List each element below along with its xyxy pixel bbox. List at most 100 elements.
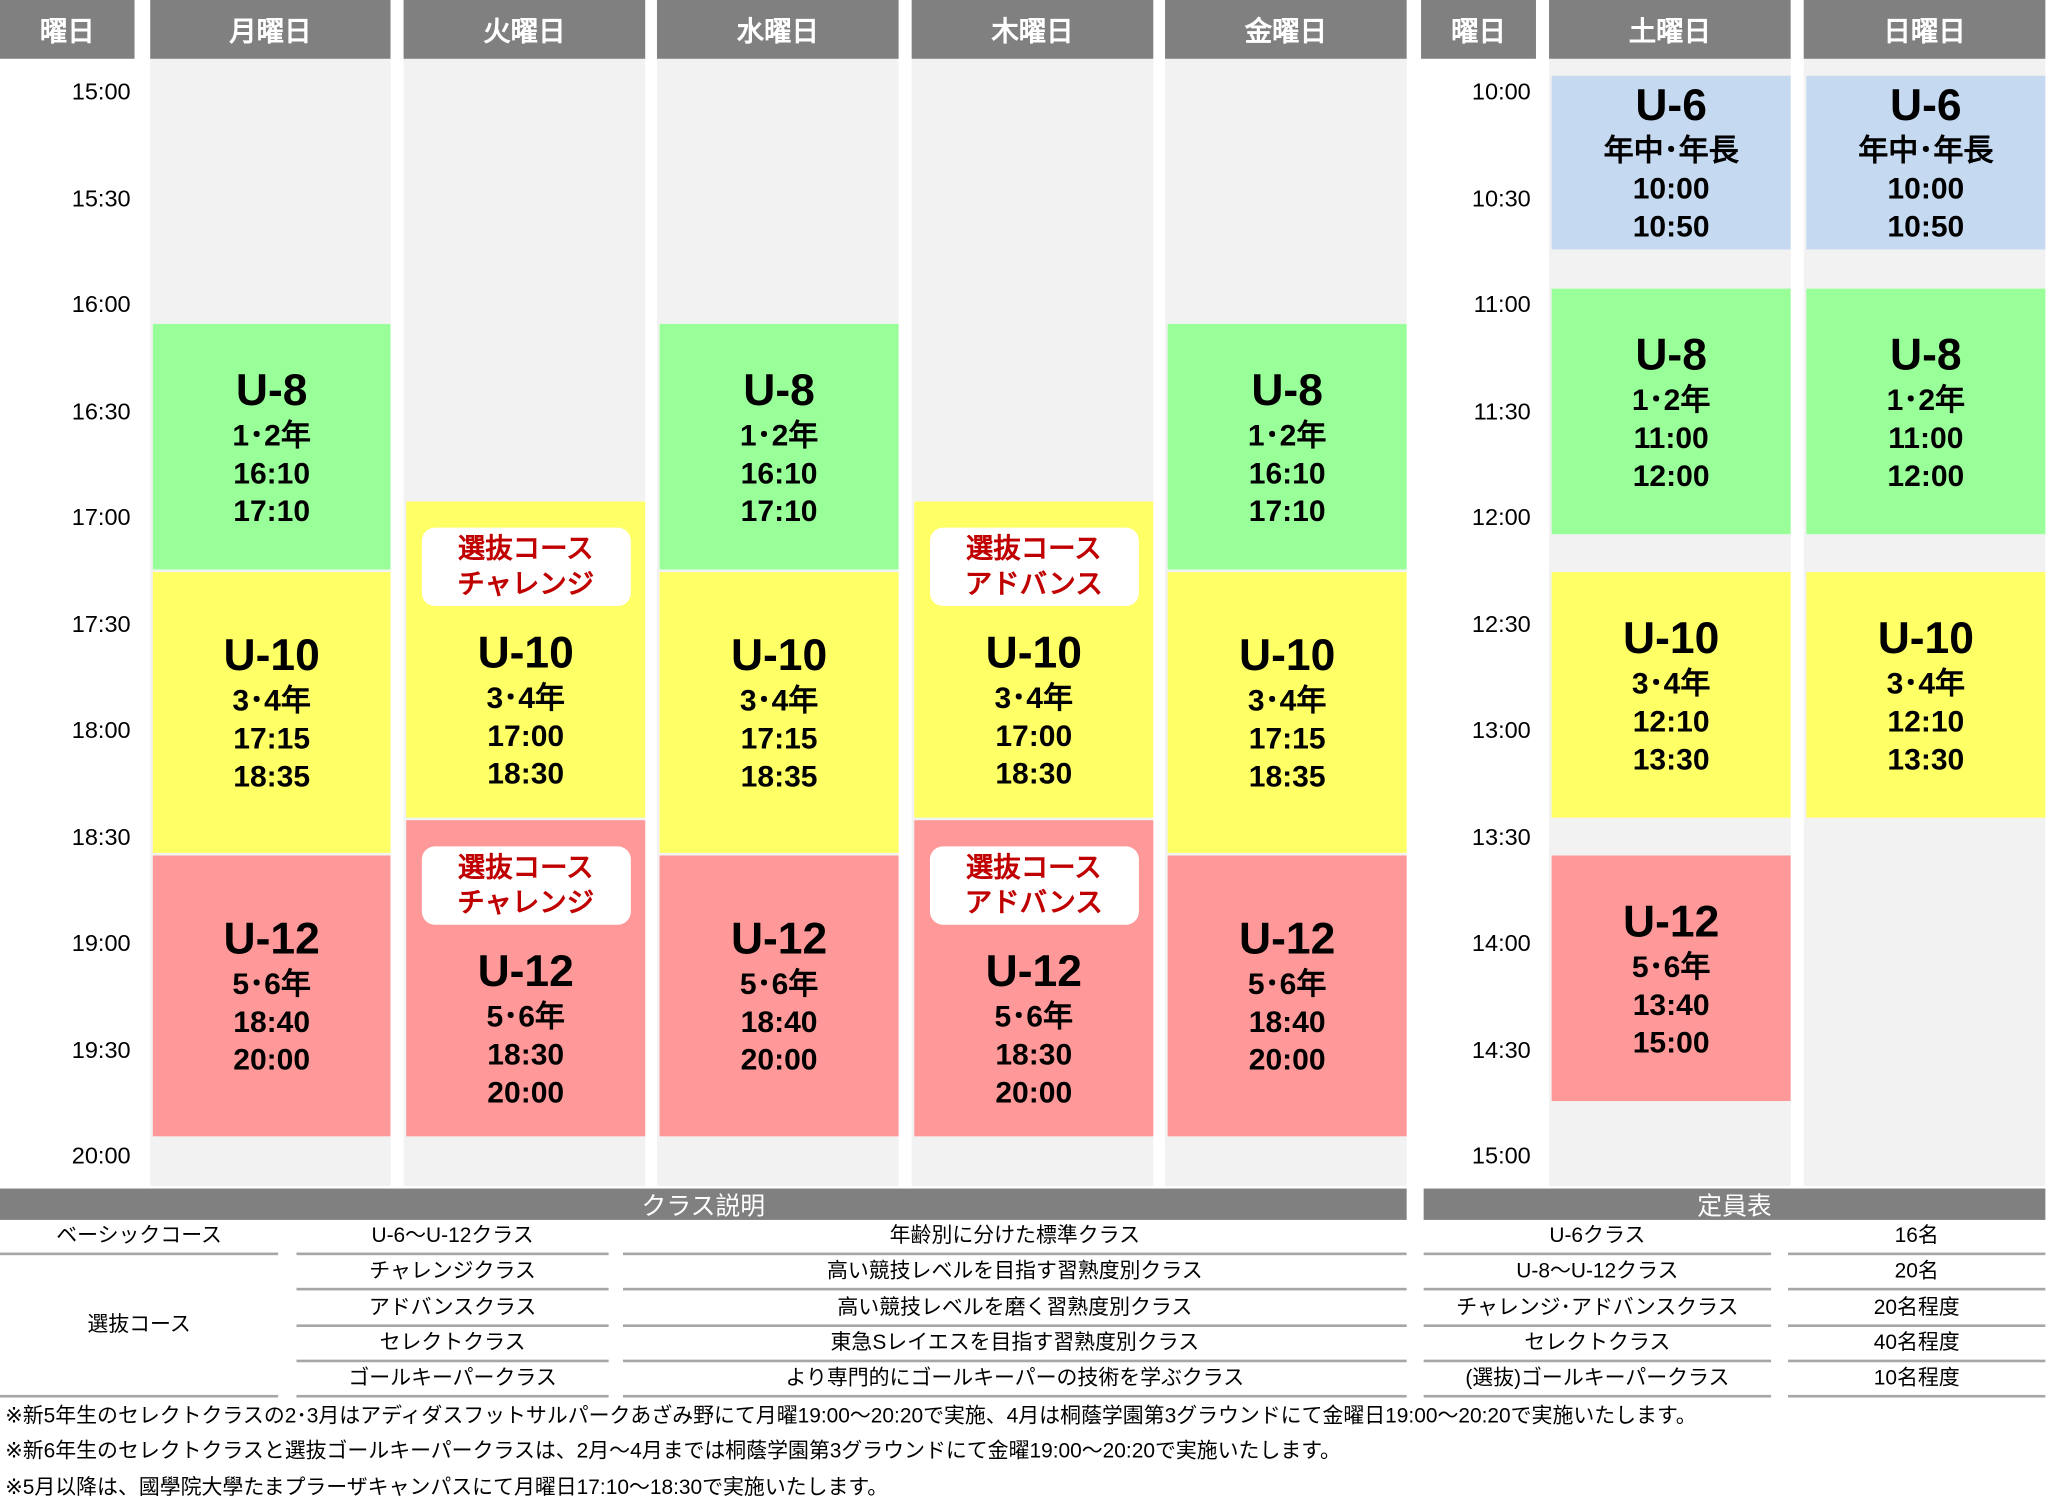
class-name: U-10 [730,630,828,681]
end-time: 13:30 [1887,741,1965,776]
grade: 3･4年 [1247,683,1327,718]
end-time: 17:10 [233,493,311,528]
class-block[interactable]: U-10 3･4年 17:15 18:35 [152,572,391,853]
grade: 3･4年 [232,683,311,718]
end-time: 20:00 [487,1074,565,1109]
grade: 1･2年 [1247,417,1327,452]
class-name: U-8 [1890,329,1962,380]
capacity-table-title: 定員表 [1423,1188,2046,1221]
class-name: U-12 [985,946,1082,996]
grade: 3･4年 [739,683,819,718]
weekend-time-label: 14:00 [1471,929,1531,957]
weekend-time-header: 曜日 [1421,0,1536,59]
description-cell: 年齢別に分けた標準クラス [623,1220,1407,1256]
weekend-time-label: 10:00 [1471,78,1531,105]
weekend-time-label: 14:30 [1471,1036,1531,1063]
end-time: 15:00 [1632,1024,1710,1059]
class-block[interactable]: U-6 年中･年長 10:00 10:50 [1806,75,2046,250]
end-time: 10:50 [1632,208,1710,243]
class-block[interactable]: U-6 年中･年長 10:00 10:50 [1551,75,1791,250]
weekday-time-label: 18:00 [71,717,131,744]
end-time: 17:10 [740,493,818,528]
grade: 1･2年 [739,417,819,452]
end-time: 20:00 [233,1042,311,1077]
day-header: 水曜日 [656,0,899,59]
class-block[interactable]: U-12 5･6年 18:40 20:00 [1167,855,1407,1137]
end-time: 17:10 [1248,493,1326,528]
description-cell: 東急Sレイエスを目指す習熟度別クラス [623,1327,1407,1363]
grade: 1･2年 [1631,382,1711,416]
weekend-time-label: 13:30 [1471,823,1531,850]
grade: 5･6年 [994,998,1074,1033]
class-block[interactable]: U-10 3･4年 12:10 13:30 [1806,572,2046,818]
start-time: 18:30 [487,1036,565,1071]
start-time: 10:00 [1887,171,1965,206]
end-time: 20:00 [740,1042,818,1077]
grade: 1･2年 [1886,382,1966,416]
weekday-time-label: 17:00 [71,504,131,531]
class-block[interactable]: U-8 1･2年 16:10 17:10 [152,323,391,570]
class-name: U-8 [1635,329,1707,380]
class-block[interactable]: 選抜コース チャレンジ U-10 3･4年 17:00 18:30 [406,501,646,818]
start-time: 17:15 [233,720,311,755]
weekday-time-label: 18:30 [71,823,131,850]
weekday-time-label: 15:30 [71,184,131,211]
end-time: 18:35 [740,758,818,793]
class-name: U-12 [223,914,320,964]
end-time: 10:50 [1887,208,1965,243]
class-block[interactable]: U-8 1･2年 16:10 17:10 [659,323,899,570]
note: ※新6年生のセレクトクラスと選抜ゴールキーパークラスは、2月～4月までは桐蔭学園… [5,1441,1341,1464]
end-time: 18:30 [487,755,565,790]
class-name: U-10 [477,627,574,678]
class-block[interactable]: 選抜コース チャレンジ U-12 5･6年 18:30 20:00 [406,820,646,1137]
class-name: U-12 [477,946,574,996]
capacity-value-cell: 10名程度 [1788,1363,2046,1398]
start-time: 12:10 [1632,703,1710,738]
course-badge: 選抜コース チャレンジ [421,527,631,606]
class-block[interactable]: U-12 5･6年 18:40 20:00 [659,855,899,1137]
class-block[interactable]: U-8 1･2年 11:00 12:00 [1806,288,2046,535]
class-name: U-12 [1239,914,1336,964]
start-time: 10:00 [1632,171,1710,206]
badge-line: アドバンス [964,887,1103,918]
weekend-time-label: 10:30 [1471,184,1531,211]
class-block[interactable]: U-8 1･2年 16:10 17:10 [1167,323,1407,570]
class-name: U-10 [1623,613,1720,663]
weekday-time-label: 15:00 [71,78,131,105]
capacity-class-cell: チャレンジ･アドバンスクラス [1423,1291,1772,1327]
course-badge: 選抜コースアドバンス [929,845,1139,925]
grade: 5･6年 [1631,948,1711,983]
grade: 5･6年 [739,966,819,1001]
weekend-time-label: 13:00 [1471,717,1531,744]
class-block[interactable]: U-10 3･4年 17:15 18:35 [1167,572,1407,853]
class-name: U-10 [1877,613,1974,663]
weekday-time-header: 曜日 [0,0,135,59]
capacity-class-cell: U-8～U-12クラス [1423,1256,1772,1291]
course-badge: 選抜コース チャレンジ [421,845,631,925]
class-cell: ゴールキーパークラス [296,1363,609,1398]
start-time: 12:10 [1887,703,1965,738]
weekend-time-label: 15:00 [1471,1142,1531,1169]
capacity-value-cell: 40名程度 [1788,1327,2046,1363]
grade: 5･6年 [486,998,565,1033]
class-block[interactable]: U-8 1･2年 11:00 12:00 [1551,288,1791,535]
description-cell: より専門的にゴールキーパーの技術を学ぶクラス [623,1363,1407,1398]
class-name: U-10 [223,630,320,681]
weekend-time-label: 12:30 [1471,610,1531,637]
day-header: 月曜日 [150,0,391,59]
class-block[interactable]: U-10 3･4年 17:15 18:35 [659,572,899,853]
capacity-class-cell: (選抜)ゴールキーパークラス [1423,1363,1772,1398]
class-block[interactable]: 選抜コース アドバンス U-12 5･6年 18:30 20:00 [914,820,1154,1137]
grade: 年中･年長 [1858,133,1994,168]
grade: 1･2年 [232,417,311,452]
end-time: 12:00 [1632,457,1710,492]
badge-line: 選抜コース [965,852,1102,883]
capacity-value-cell: 20名程度 [1788,1291,2046,1327]
class-block[interactable]: U-10 3･4年 12:10 13:30 [1551,572,1791,818]
badge-line: チャレンジ [457,887,595,918]
class-block[interactable]: U-12 5･6年 13:40 15:00 [1551,855,1791,1102]
class-block[interactable]: 選抜コース アドバンス U-10 3･4年 17:00 18:30 [914,501,1154,818]
weekday-time-label: 17:30 [71,610,131,637]
class-block[interactable]: U-12 5･6年 18:40 20:00 [152,855,391,1137]
